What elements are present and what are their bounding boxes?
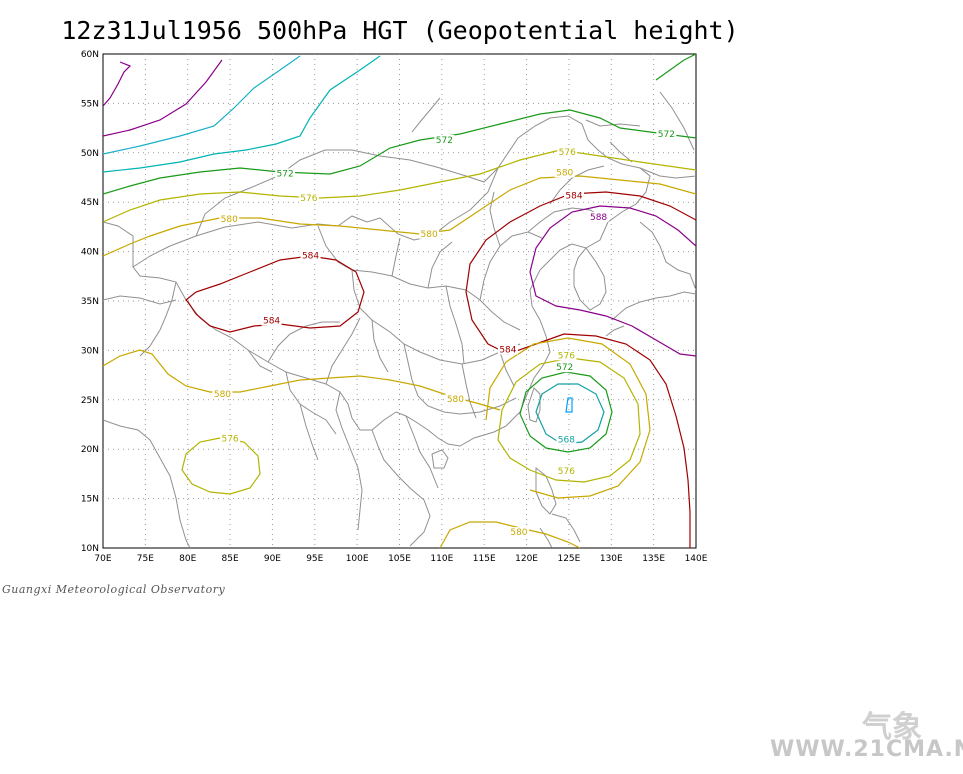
contour-label: 576 [300,194,317,204]
watermark-glyph: 气象 [862,710,922,745]
lon-tick-label: 85E [222,554,239,564]
contour-cyan-b [103,55,381,173]
contour-label: 584 [565,191,582,201]
contour-572-ne [655,54,696,81]
longitude-ticks: 70E 75E 80E 85E 90E 95E 100E 105E 110E 115E 120E 12… [94,554,707,564]
lon-tick-label: 135E [642,554,665,564]
contour-576-north [103,149,696,223]
contour-580-south [103,349,501,411]
contour-label: 580 [214,390,231,400]
contour-label-bg [656,129,677,140]
contour-label: 576 [558,467,575,477]
lon-tick-label: 100E [346,554,369,564]
contour-label: 584 [302,252,319,262]
contour-label: 580 [556,169,573,179]
lat-tick-label: 10N [81,544,99,554]
lon-tick-label: 75E [137,554,154,564]
contour-572 [103,109,696,195]
latitude-ticks: 60N 55N 50N 45N 40N 35N 30N 25N 20N 15N 10N [81,50,99,554]
lat-tick-label: 55N [81,99,99,109]
lat-tick-label: 50N [81,149,99,159]
contour-label-bg [434,134,455,145]
lon-tick-label: 120E [515,554,538,564]
lat-tick-label: 20N [81,445,99,455]
contour-588 [529,205,696,357]
contour-label: 576 [559,148,576,158]
lon-tick-label: 130E [600,554,623,564]
observatory-credit: Guangxi Meteorological Observatory [2,583,226,596]
lat-tick-label: 15N [81,495,99,505]
lon-tick-label: 140E [685,554,708,564]
contour-label: 580 [421,230,438,240]
lon-tick-label: 70E [94,554,111,564]
lat-tick-label: 40N [81,248,99,258]
contour-label-bg [556,350,577,361]
contour-label-bg [554,167,575,178]
contour-label-bg [275,168,296,179]
contour-560-nw [103,61,132,107]
contour-label-bg [219,213,240,224]
watermark-text: WWW.21CMA.NET [770,737,963,762]
lon-tick-label: 80E [179,554,196,564]
contour-labels: 572 572 572 576 576 580 580 580 584 588 584 584 584 5… [212,129,677,538]
contour-584-tibet [185,255,365,333]
coastline-and-boundaries [103,91,696,548]
plot-frame [102,53,697,549]
lat-tick-label: 35N [81,297,99,307]
contour-560-typhoon [565,397,573,413]
contour-label-bg [497,344,518,355]
contour-label-bg [298,193,319,204]
contour-label: 572 [436,136,453,146]
contour-label: 572 [556,363,573,373]
contour-label-bg [419,228,440,239]
contour-label: 588 [590,213,607,223]
lon-tick-label: 125E [557,554,580,564]
lat-tick-label: 30N [81,346,99,356]
contour-label: 576 [558,351,575,361]
lat-tick-label: 25N [81,396,99,406]
contour-572-typhoon [519,371,613,453]
contour-label-bg [212,388,233,399]
contour-580-bottom [439,521,581,548]
map-title: 12z31Jul1956 500hPa HGT (Geopotential he… [61,16,739,45]
contour-580-north [103,175,696,257]
contour-576-typhoon [497,357,641,483]
contour-label: 584 [499,345,516,355]
contour-label-bg [564,190,585,201]
lon-tick-label: 110E [430,554,453,564]
contour-label: 580 [447,395,464,405]
contour-576-india [181,437,261,495]
contour-cyan-a [103,55,301,155]
contour-label-bg [508,527,529,538]
contour-label: 580 [221,215,238,225]
contour-label-bg [556,434,577,445]
lon-tick-label: 90E [264,554,281,564]
contour-label: 584 [263,317,280,327]
contour-label-bg [588,211,609,222]
contour-580-typhoon [485,337,651,499]
contour-label: 572 [277,170,294,180]
contour-label: 576 [221,434,238,444]
contour-label-bg [557,146,578,157]
lat-tick-label: 60N [81,50,99,60]
map-panel: 572 572 572 576 576 580 580 580 584 588 584 584 584 5… [81,50,708,564]
contour-label-bg [554,362,575,373]
contour-label-bg [300,250,321,261]
contour-label: 572 [658,130,675,140]
lat-tick-label: 45N [81,198,99,208]
contour-label-bg [261,315,282,326]
contour-purple-north [103,59,223,137]
contour-label: 568 [558,435,575,445]
contour-label: 580 [510,528,527,538]
lon-tick-label: 105E [388,554,411,564]
contour-label-bg [556,465,577,476]
contour-label-bg [445,393,466,404]
contour-label-bg [220,433,241,444]
lon-tick-label: 95E [306,554,323,564]
lon-tick-label: 115E [473,554,496,564]
